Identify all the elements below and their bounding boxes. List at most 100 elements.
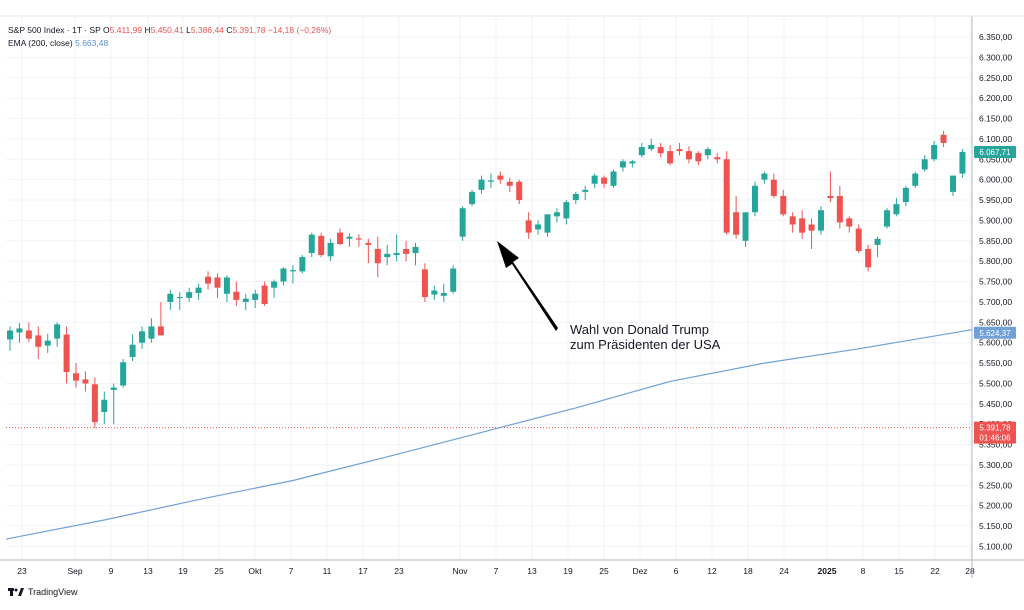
candle[interactable]	[469, 189, 476, 207]
candle[interactable]	[667, 145, 674, 166]
candle[interactable]	[365, 238, 372, 264]
legend-ema-label[interactable]: EMA (200, close)	[8, 38, 73, 48]
candle[interactable]	[252, 289, 259, 309]
candle[interactable]	[855, 224, 862, 254]
candle[interactable]	[516, 179, 523, 205]
candle[interactable]	[355, 234, 362, 247]
candle[interactable]	[582, 185, 589, 201]
candle[interactable]	[280, 267, 287, 286]
candle[interactable]	[167, 289, 174, 311]
legend-symbol[interactable]: S&P 500 Index · 1T · SP	[8, 25, 101, 35]
candle[interactable]	[601, 175, 608, 188]
candle[interactable]	[874, 236, 881, 258]
candle[interactable]	[289, 265, 296, 284]
candle[interactable]	[525, 212, 532, 239]
candle[interactable]	[431, 285, 438, 300]
candle[interactable]	[544, 214, 551, 237]
candle[interactable]	[657, 142, 664, 158]
candle[interactable]	[242, 293, 249, 311]
candle[interactable]	[223, 275, 230, 302]
candle[interactable]	[308, 232, 315, 258]
candle[interactable]	[450, 265, 457, 294]
candle[interactable]	[761, 171, 768, 184]
candle[interactable]	[16, 323, 23, 343]
candle[interactable]	[91, 377, 98, 429]
candle[interactable]	[931, 140, 938, 162]
candle[interactable]	[478, 175, 485, 194]
candle[interactable]	[563, 200, 570, 225]
candle[interactable]	[318, 232, 325, 258]
candle[interactable]	[714, 153, 721, 164]
candle[interactable]	[73, 363, 80, 388]
candle[interactable]	[619, 159, 626, 172]
candle[interactable]	[393, 234, 400, 262]
candle[interactable]	[337, 228, 344, 245]
candle[interactable]	[902, 185, 909, 207]
candle[interactable]	[591, 173, 598, 188]
candle[interactable]	[610, 169, 617, 188]
candle[interactable]	[233, 281, 240, 307]
tradingview-brand[interactable]: TradingView	[8, 587, 78, 597]
candle[interactable]	[299, 255, 306, 274]
candle[interactable]	[865, 244, 872, 272]
candle[interactable]	[808, 218, 815, 249]
candle[interactable]	[799, 210, 806, 239]
candle[interactable]	[487, 173, 494, 188]
candle[interactable]	[195, 283, 202, 300]
candle[interactable]	[733, 195, 740, 239]
candle[interactable]	[440, 283, 447, 302]
candle[interactable]	[459, 206, 466, 241]
candle[interactable]	[374, 236, 381, 278]
candle[interactable]	[346, 233, 353, 247]
candle[interactable]	[129, 334, 136, 362]
candle[interactable]	[695, 151, 702, 166]
candle[interactable]	[497, 171, 504, 184]
candle[interactable]	[205, 271, 212, 290]
candle[interactable]	[780, 189, 787, 217]
candle[interactable]	[883, 208, 890, 229]
candle[interactable]	[846, 216, 853, 233]
candle[interactable]	[110, 383, 117, 425]
candle[interactable]	[148, 318, 155, 343]
candle[interactable]	[261, 281, 268, 307]
candle[interactable]	[101, 391, 108, 425]
candle[interactable]	[638, 142, 645, 158]
candle[interactable]	[959, 149, 966, 178]
candle[interactable]	[214, 273, 221, 298]
candle[interactable]	[506, 177, 513, 192]
candle[interactable]	[827, 171, 834, 203]
candle[interactable]	[421, 263, 428, 302]
candle[interactable]	[685, 146, 692, 164]
candle[interactable]	[186, 287, 193, 302]
candle[interactable]	[157, 301, 164, 336]
candle[interactable]	[25, 322, 32, 342]
candle[interactable]	[751, 181, 758, 217]
candle[interactable]	[893, 198, 900, 217]
candle[interactable]	[940, 130, 947, 148]
candle[interactable]	[836, 185, 843, 229]
candle[interactable]	[676, 142, 683, 156]
candle[interactable]	[82, 371, 89, 392]
candle[interactable]	[789, 212, 796, 233]
candle[interactable]	[553, 208, 560, 223]
candle[interactable]	[921, 155, 928, 172]
candle[interactable]	[44, 333, 51, 353]
candle[interactable]	[54, 322, 61, 347]
candle[interactable]	[412, 242, 419, 266]
candle[interactable]	[63, 326, 70, 384]
candle[interactable]	[648, 138, 655, 152]
candle[interactable]	[723, 151, 730, 235]
candle[interactable]	[176, 291, 183, 311]
candle[interactable]	[535, 220, 542, 235]
candle[interactable]	[120, 359, 127, 388]
candle[interactable]	[384, 244, 391, 266]
candle[interactable]	[912, 171, 919, 188]
candle[interactable]	[770, 173, 777, 199]
candle[interactable]	[35, 326, 42, 360]
candle[interactable]	[7, 326, 13, 351]
candle[interactable]	[403, 240, 410, 262]
candle[interactable]	[572, 191, 579, 205]
candle[interactable]	[817, 206, 824, 235]
